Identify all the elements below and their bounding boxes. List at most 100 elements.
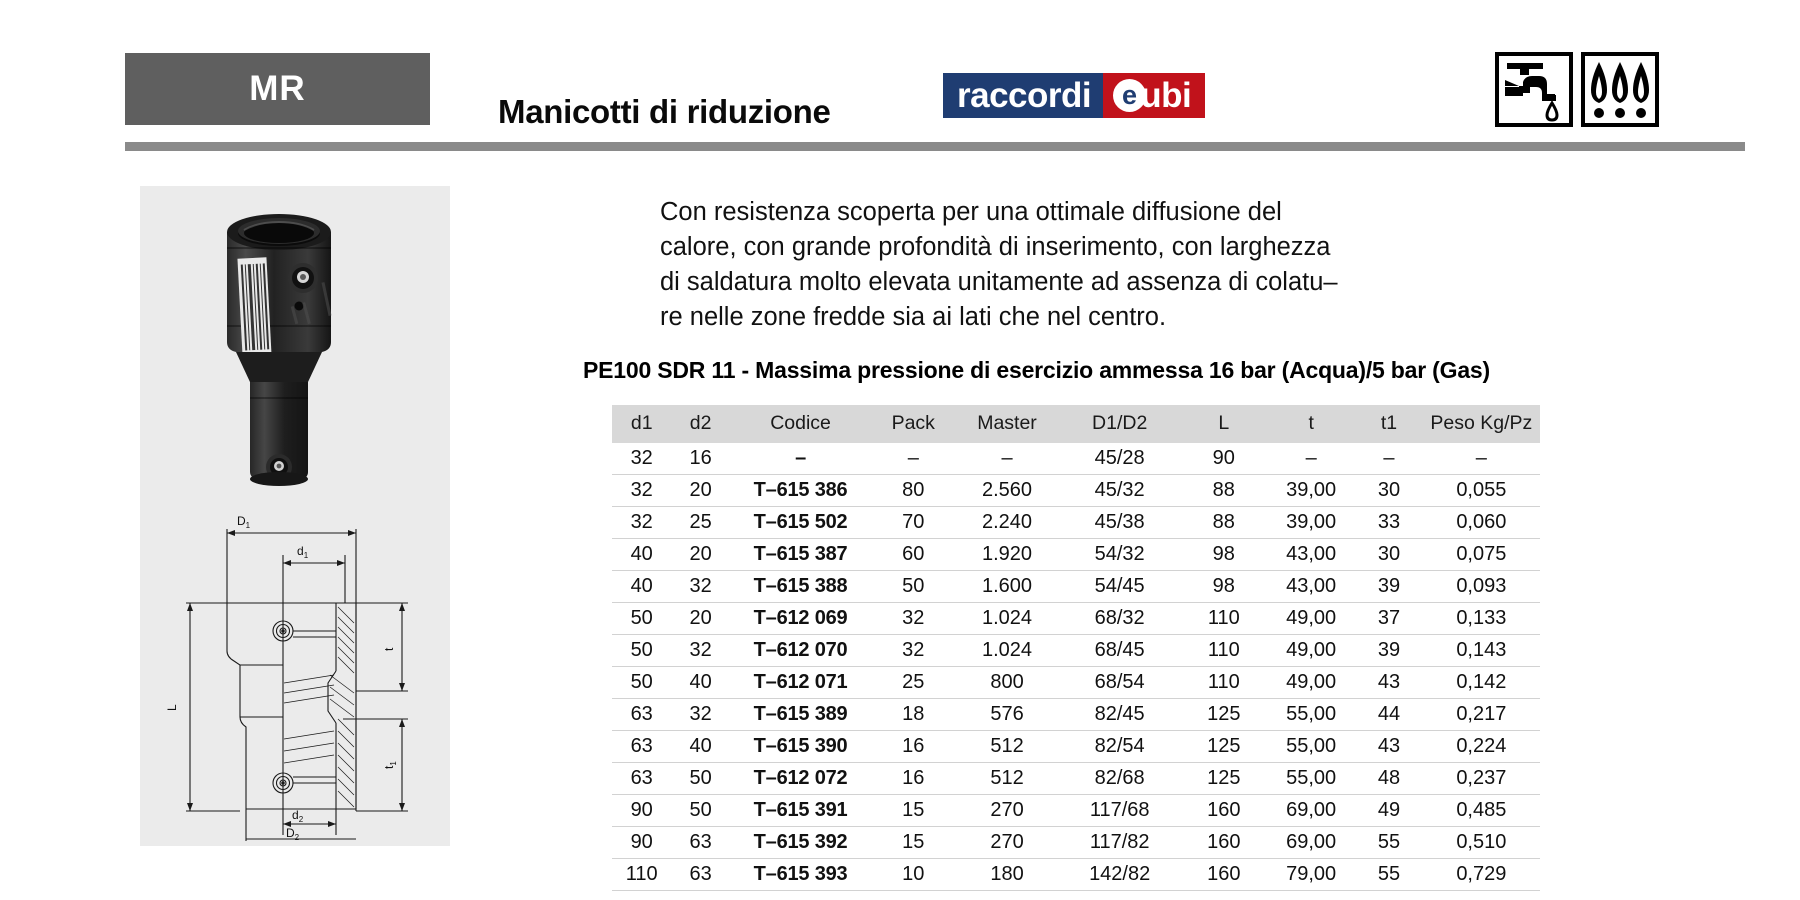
cell-t: 39,00 — [1267, 506, 1356, 539]
cell-master: 270 — [955, 826, 1059, 859]
cell-master: 512 — [955, 762, 1059, 795]
brand-logo: raccordi tubi e — [943, 73, 1206, 118]
cell-t1: 48 — [1355, 762, 1423, 795]
page-title: Manicotti di riduzione — [498, 93, 831, 130]
cell-dd: 68/32 — [1058, 602, 1181, 635]
cell-d1: 32 — [612, 443, 672, 475]
cell-peso: 0,237 — [1422, 762, 1540, 795]
cell-l: 160 — [1180, 794, 1268, 827]
gas-flames-icon — [1581, 52, 1659, 127]
cell-t: 39,00 — [1267, 474, 1356, 507]
cell-master: 1.600 — [955, 570, 1059, 603]
cell-pack: 16 — [871, 730, 956, 763]
cell-t: 55,00 — [1267, 762, 1356, 795]
cell-pack: 60 — [871, 538, 956, 571]
th-d2: d2 — [671, 405, 730, 443]
cell-codice: T–615 502 — [729, 506, 872, 539]
cell-d2: 20 — [671, 474, 730, 507]
cell-d1: 63 — [612, 698, 672, 731]
cell-l: 90 — [1180, 443, 1268, 475]
cell-d1: 90 — [612, 826, 672, 859]
cell-codice: T–612 070 — [729, 634, 872, 667]
cell-pack: 18 — [871, 698, 956, 731]
cell-pack: 70 — [871, 506, 956, 539]
cell-dd: 45/38 — [1058, 506, 1181, 539]
cell-dd: 82/45 — [1058, 698, 1181, 731]
cell-l: 98 — [1180, 538, 1268, 571]
header-divider — [125, 142, 1745, 151]
cell-d1: 110 — [612, 858, 672, 891]
cell-peso: – — [1422, 443, 1540, 475]
th-l: L — [1180, 405, 1268, 443]
cell-peso: 0,142 — [1422, 666, 1540, 699]
cell-d1: 50 — [612, 602, 672, 635]
cell-peso: 0,729 — [1422, 858, 1540, 891]
cell-peso: 0,133 — [1422, 602, 1540, 635]
table-row: 110 63 T–615 393 10 180 142/82 160 79,00 55 0,729 — [612, 858, 1540, 891]
th-codice: Codice — [729, 405, 872, 443]
cell-codice: T–615 392 — [729, 826, 872, 859]
table-row: 63 40 T–615 390 16 512 82/54 125 55,00 43 0,224 — [612, 730, 1540, 763]
table-body: 32 16– – –45/28 90– – –32 20 T–615 386 80 2.560 45/… — [612, 443, 1540, 891]
cell-l: 125 — [1180, 730, 1268, 763]
table-row: 40 32 T–615 388 50 1.600 54/45 98 43,00 39 0,093 — [612, 570, 1540, 603]
cell-t1: 44 — [1355, 698, 1423, 731]
description-line-4: re nelle zone fredde sia ai lati che nel… — [660, 303, 1167, 331]
cell-codice: T–615 389 — [729, 698, 872, 731]
table-row: 63 32 T–615 389 18 576 82/45 125 55,00 44 0,217 — [612, 698, 1540, 731]
cell-dd: 82/68 — [1058, 762, 1181, 795]
cell-d2: 32 — [671, 570, 730, 603]
cell-master: 576 — [955, 698, 1059, 731]
cell-codice: T–615 386 — [729, 474, 872, 507]
th-d1: d1 — [612, 405, 672, 443]
cell-master: 270 — [955, 794, 1059, 827]
drawing-label-t1: t1 — [382, 761, 398, 769]
cell-d2: 20 — [671, 602, 730, 635]
cell-pack: 80 — [871, 474, 956, 507]
cell-d2: 40 — [671, 666, 730, 699]
cell-peso: 0,224 — [1422, 730, 1540, 763]
product-photo — [140, 186, 450, 506]
th-master: Master — [955, 405, 1059, 443]
cell-t1: 49 — [1355, 794, 1423, 827]
cell-master: 180 — [955, 858, 1059, 891]
cell-codice: – — [729, 443, 872, 475]
th-pack: Pack — [871, 405, 956, 443]
technical-drawing: D1 d1 L t t1 d2 D2 — [140, 511, 450, 842]
cell-peso: 0,093 — [1422, 570, 1540, 603]
cell-codice: T–612 072 — [729, 762, 872, 795]
drawing-label-d2: d2 — [292, 808, 304, 824]
cell-t: 55,00 — [1267, 698, 1356, 731]
cell-l: 88 — [1180, 506, 1268, 539]
th-d1d2: D1/D2 — [1058, 405, 1181, 443]
cell-t1: 43 — [1355, 730, 1423, 763]
cell-d2: 40 — [671, 730, 730, 763]
table-row: 63 50 T–612 072 16 512 82/68 125 55,00 48 0,237 — [612, 762, 1540, 795]
cell-master: 512 — [955, 730, 1059, 763]
cell-t: 49,00 — [1267, 666, 1356, 699]
th-t: t — [1267, 405, 1356, 443]
cell-l: 160 — [1180, 858, 1268, 891]
cell-t1: 43 — [1355, 666, 1423, 699]
description-line-1: Con resistenza scoperta per una ottimale… — [660, 198, 1282, 226]
cell-peso: 0,075 — [1422, 538, 1540, 571]
drawing-label-t: t — [382, 647, 396, 651]
logo-raccordi-text: raccordi — [957, 76, 1092, 115]
table-row: 90 50 T–615 391 15 270 117/68 160 69,00 49 0,485 — [612, 794, 1540, 827]
cell-codice: T–615 391 — [729, 794, 872, 827]
cell-pack: 15 — [871, 826, 956, 859]
cell-dd: 45/32 — [1058, 474, 1181, 507]
cell-t: 69,00 — [1267, 794, 1356, 827]
product-description: Con resistenza scoperta per una ottimale… — [660, 195, 1475, 335]
cell-codice: T–615 393 — [729, 858, 872, 891]
cell-peso: 0,510 — [1422, 826, 1540, 859]
cell-dd: 54/32 — [1058, 538, 1181, 571]
cell-t: 49,00 — [1267, 634, 1356, 667]
table-row: 50 40 T–612 071 25 800 68/54 110 49,00 43 0,142 — [612, 666, 1540, 699]
cell-l: 160 — [1180, 826, 1268, 859]
cell-d1: 40 — [612, 570, 672, 603]
cell-d1: 40 — [612, 538, 672, 571]
cell-t1: 37 — [1355, 602, 1423, 635]
cell-t: 43,00 — [1267, 538, 1356, 571]
cell-codice: T–615 387 — [729, 538, 872, 571]
